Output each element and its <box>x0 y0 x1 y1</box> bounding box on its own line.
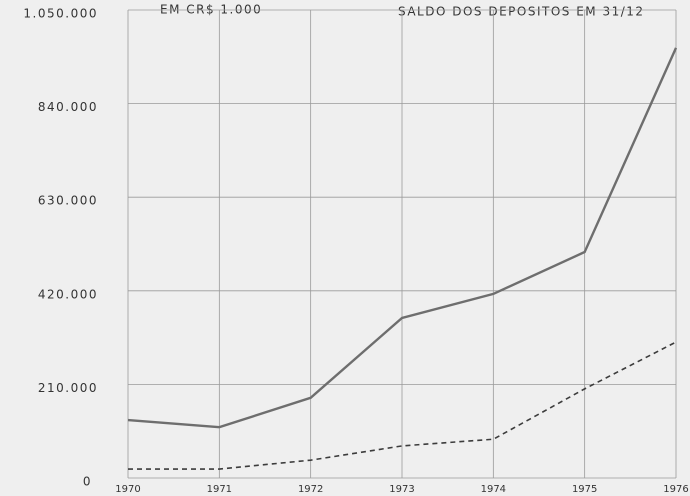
x-tick-label: 1974 <box>481 484 506 495</box>
x-tick-label: 1972 <box>298 484 323 495</box>
x-tick-label: 1971 <box>207 484 232 495</box>
y-tick-label: 840.000 <box>38 100 98 114</box>
x-tick-label: 1970 <box>115 484 140 495</box>
y-tick-label: 210.000 <box>38 381 98 395</box>
x-tick-label: 1975 <box>572 484 597 495</box>
chart-title: SALDO DOS DEPOSITOS EM 31/12 <box>398 5 645 19</box>
y-tick-label: 0 <box>83 475 92 489</box>
data-line <box>128 341 677 470</box>
y-tick-label: 1.050.000 <box>23 7 98 21</box>
y-tick-label: 420.000 <box>38 287 98 301</box>
data-line <box>127 47 678 429</box>
y-tick-label: 630.000 <box>38 194 98 208</box>
x-tick-label: 1976 <box>663 484 688 495</box>
x-tick-label: 1973 <box>389 484 414 495</box>
unit-label: EM CR$ 1.000 <box>160 3 262 17</box>
